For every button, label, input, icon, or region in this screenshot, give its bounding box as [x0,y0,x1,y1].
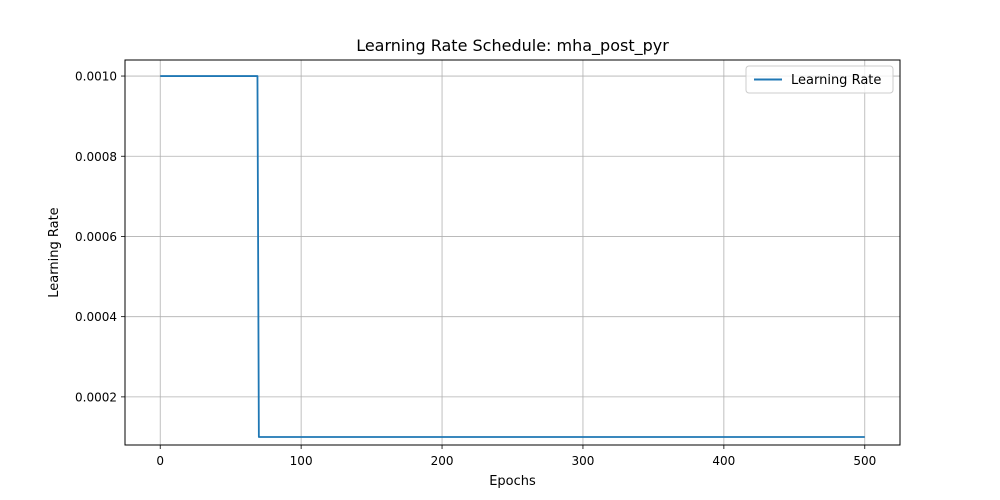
y-tick-label: 0.0004 [75,310,117,324]
y-tick-label: 0.0010 [75,70,117,84]
plot-area-frame [124,59,901,446]
x-tick-label: 200 [431,454,454,468]
legend-box [745,65,894,94]
y-tick-label: 0.0002 [75,390,117,404]
legend: Learning Rate [745,65,894,94]
legend-label: Learning Rate [791,73,881,88]
x-tick-label: 400 [712,454,735,468]
y-axis-label: Learning Rate [47,207,62,297]
x-tick-label: 100 [290,454,313,468]
x-tick-label: 500 [853,454,876,468]
y-axis: 0.0002 0.0004 0.0006 0.0008 0.0010 [75,70,125,404]
x-axis-label: Epochs [489,474,536,489]
x-tick-label: 0 [156,454,164,468]
x-axis: 0 100 200 300 400 500 [156,445,876,468]
series-layer [160,75,865,438]
grid [125,60,900,445]
y-tick-label: 0.0006 [75,230,117,244]
x-tick-label: 300 [572,454,595,468]
learning-rate-line [160,75,865,438]
y-tick-label: 0.0008 [75,150,117,164]
chart-title: Learning Rate Schedule: mha_post_pyr [356,36,669,56]
